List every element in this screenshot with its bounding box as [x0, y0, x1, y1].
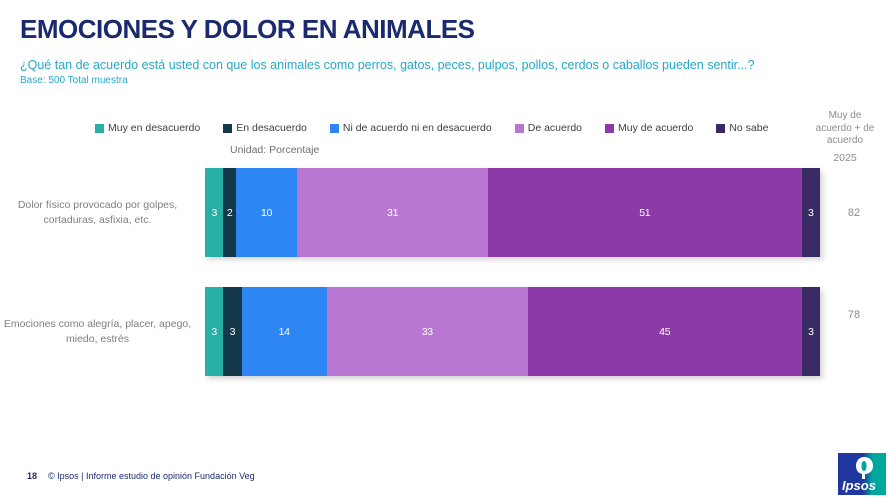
- stacked-bar: 3 2 10 31 51 3: [205, 168, 821, 257]
- bar-segment: 14: [241, 287, 327, 376]
- bar-segment: 10: [235, 168, 298, 257]
- page-number: 18: [27, 471, 38, 481]
- footer-copyright: © Ipsos | Informe estudio de opinión Fun…: [48, 471, 255, 481]
- ipsos-logo: Ipsos: [838, 453, 886, 495]
- segment-value: 3: [808, 206, 814, 219]
- sample-base-note: Base: 500 Total muestra: [20, 75, 128, 86]
- bar-segment: 3: [223, 287, 242, 376]
- legend-label: Muy de acuerdo: [618, 122, 694, 134]
- segment-value: 31: [387, 206, 399, 219]
- bar-segment: 51: [487, 168, 802, 257]
- legend-swatch-icon: [329, 123, 339, 133]
- legend-label: En desacuerdo: [236, 122, 307, 134]
- segment-value: 3: [808, 325, 814, 338]
- unit-label: Unidad: Porcentaje: [230, 144, 320, 156]
- stacked-bar-chart: Dolor físico provocado por golpes, corta…: [0, 168, 888, 406]
- legend-item: Ni de acuerdo ni en desacuerdo: [329, 122, 492, 134]
- stacked-bar: 3 3 14 33 45 3: [205, 287, 820, 376]
- legend-swatch-icon: [716, 123, 726, 133]
- bar-segment: 31: [297, 168, 488, 257]
- chart-row: Dolor físico provocado por golpes, corta…: [0, 168, 888, 257]
- legend-item: De acuerdo: [514, 122, 583, 134]
- chart-row: Emociones como alegría, placer, apego, m…: [0, 287, 888, 376]
- summary-column-header: Muy de acuerdo + de acuerdo: [815, 110, 875, 146]
- legend-swatch-icon: [514, 123, 524, 133]
- segment-value: 3: [211, 206, 217, 219]
- segment-value: 3: [211, 325, 217, 338]
- legend-swatch-icon: [95, 123, 104, 133]
- legend-swatch-icon: [605, 123, 615, 133]
- legend-item: No sabe: [716, 122, 768, 134]
- legend-label: Ni de acuerdo ni en desacuerdo: [342, 122, 492, 134]
- segment-value: 14: [278, 325, 290, 338]
- legend-label: De acuerdo: [527, 122, 583, 134]
- category-label: Dolor físico provocado por golpes, corta…: [17, 199, 178, 226]
- agree-total: 78: [847, 309, 861, 321]
- segment-value: 10: [260, 206, 273, 219]
- question-subtitle: ¿Qué tan de acuerdo está usted con que l…: [20, 58, 755, 72]
- page-title: EMOCIONES Y DOLOR EN ANIMALES: [20, 14, 475, 44]
- legend-label: Muy en desacuerdo: [108, 122, 201, 134]
- bar-segment: 3: [205, 287, 224, 376]
- ipsos-logo-icon: Ipsos: [838, 453, 886, 495]
- legend-item: Muy en desacuerdo: [95, 122, 200, 134]
- segment-value: 33: [421, 325, 433, 338]
- summary-column-year: 2025: [833, 152, 857, 164]
- bar-segment: 2: [223, 168, 236, 257]
- chart-legend: Muy en desacuerdo En desacuerdo Ni de acue…: [95, 122, 768, 134]
- bar-segment: 45: [527, 287, 802, 376]
- legend-swatch-icon: [223, 123, 233, 133]
- bar-segment: 3: [801, 287, 820, 376]
- bar-segment: 3: [801, 168, 821, 257]
- svg-text:Ipsos: Ipsos: [842, 478, 876, 493]
- bar-segment: 3: [205, 168, 224, 257]
- segment-value: 45: [659, 325, 671, 338]
- segment-value: 51: [639, 206, 651, 219]
- segment-value: 3: [229, 325, 236, 338]
- legend-item: Muy de acuerdo: [605, 122, 693, 134]
- legend-label: No sabe: [729, 122, 769, 134]
- category-label: Emociones como alegría, placer, apego, m…: [3, 318, 192, 345]
- segment-value: 2: [226, 206, 233, 219]
- legend-item: En desacuerdo: [223, 122, 307, 134]
- agree-total: 82: [847, 206, 861, 219]
- bar-segment: 33: [326, 287, 528, 376]
